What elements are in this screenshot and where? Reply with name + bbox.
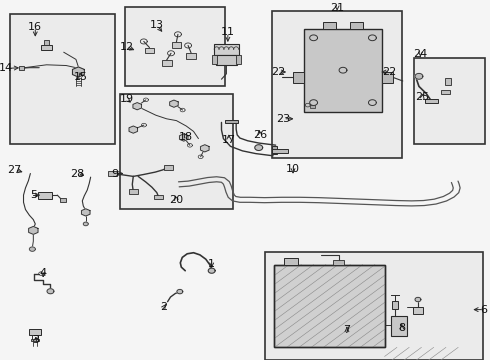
Text: 7: 7	[343, 325, 350, 336]
Text: 28: 28	[70, 168, 85, 179]
Bar	[413, 307, 423, 314]
Polygon shape	[310, 100, 318, 105]
Bar	[293, 72, 304, 83]
Bar	[225, 120, 238, 123]
Bar	[214, 44, 239, 55]
Text: 18: 18	[179, 132, 193, 142]
Bar	[445, 78, 451, 85]
Polygon shape	[83, 222, 88, 226]
Bar	[272, 146, 277, 154]
Polygon shape	[208, 268, 215, 273]
Bar	[19, 66, 24, 70]
Polygon shape	[28, 226, 38, 234]
Text: 26: 26	[253, 130, 267, 140]
Bar	[38, 192, 52, 199]
Polygon shape	[177, 289, 183, 294]
Polygon shape	[81, 209, 90, 216]
Bar	[236, 55, 241, 64]
Bar	[29, 329, 41, 335]
Polygon shape	[170, 100, 178, 107]
Bar	[382, 72, 393, 83]
Text: 25: 25	[416, 92, 429, 102]
Bar	[125, 7, 225, 86]
Polygon shape	[47, 289, 54, 294]
Polygon shape	[310, 35, 318, 41]
Text: 22: 22	[271, 67, 286, 77]
Polygon shape	[129, 126, 138, 133]
Text: 14: 14	[0, 63, 13, 73]
Bar	[265, 252, 483, 360]
Text: 16: 16	[28, 22, 42, 32]
Text: 17: 17	[222, 135, 236, 145]
Text: 20: 20	[170, 195, 183, 205]
Bar	[216, 55, 237, 65]
Text: 12: 12	[120, 42, 133, 52]
Bar	[212, 55, 217, 64]
Text: 6: 6	[481, 305, 488, 315]
Polygon shape	[415, 297, 421, 302]
Bar	[425, 99, 438, 103]
Text: 1: 1	[208, 258, 215, 269]
Text: 27: 27	[7, 165, 22, 175]
Bar	[60, 198, 66, 202]
Polygon shape	[255, 145, 263, 150]
Bar	[41, 45, 52, 50]
Text: 9: 9	[112, 168, 119, 179]
Polygon shape	[29, 247, 35, 251]
Bar	[272, 149, 288, 153]
Text: 3: 3	[32, 335, 39, 345]
Bar	[129, 189, 138, 194]
Bar	[304, 29, 382, 112]
Bar	[31, 339, 39, 341]
Text: 24: 24	[413, 49, 428, 59]
Polygon shape	[73, 67, 84, 77]
Bar	[441, 90, 450, 94]
Polygon shape	[133, 103, 142, 110]
Bar	[333, 260, 344, 265]
Bar	[145, 48, 154, 53]
Polygon shape	[368, 35, 376, 41]
Bar	[186, 53, 196, 59]
Bar	[164, 165, 173, 170]
Polygon shape	[200, 145, 209, 152]
Bar	[162, 60, 172, 66]
Text: 13: 13	[150, 20, 164, 30]
Bar	[120, 94, 233, 209]
Polygon shape	[415, 73, 423, 79]
Bar	[274, 265, 385, 347]
Text: 2: 2	[161, 302, 168, 312]
Bar	[272, 11, 402, 158]
Bar	[414, 58, 485, 144]
Polygon shape	[368, 100, 376, 105]
Bar	[274, 265, 385, 347]
Text: 21: 21	[330, 3, 344, 13]
Bar	[172, 42, 181, 48]
Text: 19: 19	[120, 94, 133, 104]
Polygon shape	[339, 67, 347, 73]
Text: 10: 10	[286, 164, 300, 174]
Text: 15: 15	[74, 72, 88, 82]
Text: 8: 8	[398, 323, 405, 333]
Bar	[154, 195, 163, 199]
Bar	[284, 258, 298, 265]
Polygon shape	[179, 134, 188, 141]
Bar	[108, 171, 117, 176]
Text: 4: 4	[40, 268, 47, 278]
Bar	[310, 105, 315, 108]
Bar	[391, 316, 407, 336]
Bar	[10, 14, 115, 144]
Bar	[350, 22, 363, 29]
Bar	[392, 301, 398, 309]
Bar	[323, 22, 336, 29]
Text: 11: 11	[221, 27, 235, 37]
Text: 23: 23	[276, 114, 290, 124]
Bar	[44, 40, 49, 45]
Text: 5: 5	[30, 190, 37, 200]
Text: 22: 22	[382, 67, 397, 77]
